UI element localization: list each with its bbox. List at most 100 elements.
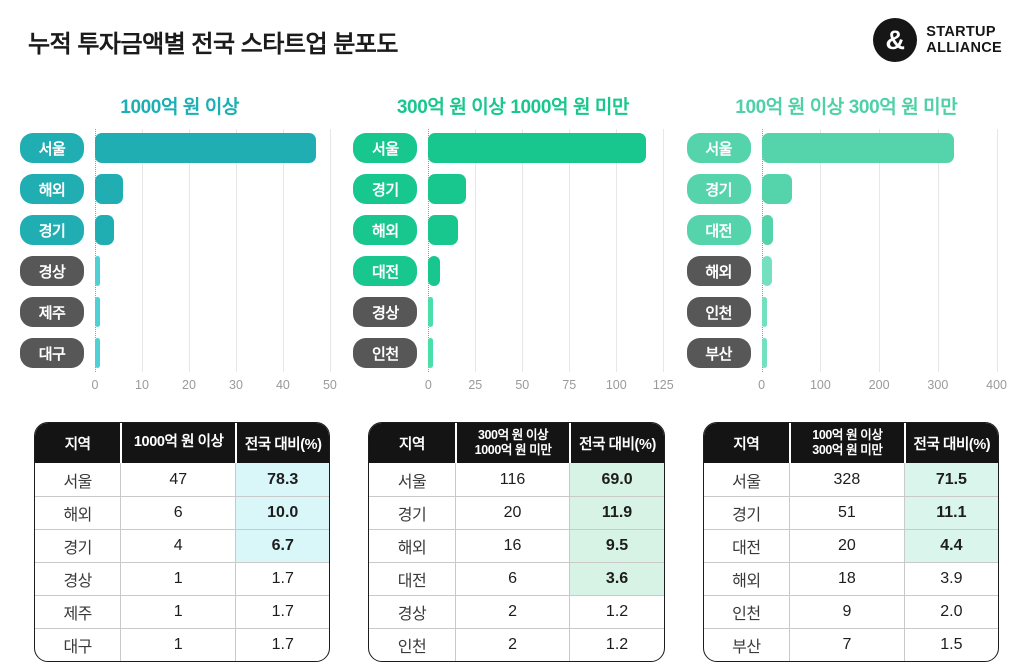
count-cell: 47 — [120, 463, 235, 496]
bar — [95, 133, 316, 163]
region-cell: 해외 — [703, 562, 789, 595]
x-axis-tick: 25 — [468, 378, 483, 392]
bar — [761, 256, 773, 286]
table-row: 경기 4 6.7 — [35, 529, 330, 562]
plot-area — [95, 129, 339, 372]
x-axis-tick: 20 — [182, 378, 196, 392]
bar — [95, 174, 124, 204]
gridline — [282, 129, 284, 372]
col-header-pct: 전국 대비(%) — [903, 423, 998, 463]
bar — [761, 174, 792, 204]
x-axis-tick: 100 — [809, 378, 831, 392]
col-header-region: 지역 — [35, 423, 121, 463]
table-row: 해외 18 3.9 — [703, 562, 998, 595]
col-header-region: 지역 — [703, 423, 789, 463]
category-pill: 인천 — [686, 297, 751, 327]
bar-row — [95, 297, 339, 327]
pct-cell: 1.7 — [235, 595, 330, 628]
table-row: 경기 51 11.1 — [703, 496, 998, 529]
bar-row — [95, 174, 339, 204]
startup-alliance-logo: & STARTUP ALLIANCE — [873, 18, 1002, 62]
pct-cell: 69.0 — [569, 463, 664, 496]
gridline — [475, 129, 477, 372]
category-pill: 경기 — [353, 174, 418, 204]
category-labels: 서울 경기 해외 대전 경상 인천 — [353, 133, 418, 368]
region-cell: 인천 — [703, 595, 789, 628]
pct-cell: 1.5 — [903, 628, 998, 661]
chart-30b-to-100b: 300억 원 이상 1000억 원 미만 서울 경기 해외 대전 경상 인천 0… — [353, 92, 674, 396]
category-pill: 인천 — [353, 338, 418, 368]
region-cell: 해외 — [369, 529, 455, 562]
bar-row — [761, 174, 1006, 204]
region-cell: 경상 — [35, 562, 121, 595]
region-cell: 서울 — [63, 473, 92, 491]
table-header-row: 지역 300억 원 이상 1000억 원 미만 전국 대비(%) — [369, 423, 664, 463]
pct-cell: 11.1 — [903, 496, 998, 529]
chart-over-100b: 1000억 원 이상 서울 해외 경기 경상 제주 대구 0 10 20 30 40 50 — [20, 92, 339, 396]
gridlines — [95, 129, 339, 372]
count-cell: 1 — [120, 595, 236, 628]
gridline — [188, 129, 190, 372]
pct-cell: 78.3 — [235, 463, 330, 496]
category-pill: 대구 — [20, 338, 84, 368]
gridline — [235, 129, 237, 372]
gridline — [761, 129, 763, 372]
count-cell: 116 — [454, 463, 570, 496]
category-pill: 경기 — [20, 215, 84, 245]
pct-cell: 2.0 — [903, 595, 998, 628]
bar — [761, 133, 955, 163]
gridline — [141, 129, 143, 372]
x-axis-tick: 0 — [91, 378, 99, 392]
logo-line2: ALLIANCE — [926, 40, 1002, 56]
count-cell: 16 — [454, 529, 570, 562]
category-pill: 경상 — [353, 297, 418, 327]
table-row: 해외 6 10.0 — [35, 496, 330, 529]
gridlines — [428, 129, 672, 372]
table-row: 서울 116 69.0 — [369, 463, 664, 496]
gridline — [879, 129, 881, 372]
x-axis-tick: 100 — [605, 378, 627, 392]
x-axis-tick: 200 — [868, 378, 890, 392]
gridline — [996, 129, 998, 372]
gridline — [329, 129, 331, 372]
chart-title: 300억 원 이상 1000억 원 미만 — [396, 97, 630, 118]
bar — [428, 338, 434, 368]
gridline — [663, 129, 665, 372]
category-pill: 해외 — [686, 256, 751, 286]
x-axis-tick: 300 — [927, 378, 949, 392]
table-row: 서울 328 71.5 — [704, 463, 998, 496]
region-cell: 경상 — [369, 595, 455, 628]
region-cell: 대전 — [369, 562, 455, 595]
bar-row — [95, 338, 339, 368]
category-pill: 서울 — [353, 133, 418, 163]
pct-cell: 11.9 — [569, 496, 664, 529]
table-row: 부산 7 1.5 — [703, 628, 998, 661]
count-cell: 20 — [454, 496, 570, 529]
category-pill: 제주 — [20, 297, 84, 327]
x-axis-tick: 400 — [986, 378, 1008, 392]
category-pill: 해외 — [353, 215, 418, 245]
bar — [761, 215, 774, 245]
count-cell: 4 — [120, 529, 236, 562]
region-cell: 대전 — [703, 529, 789, 562]
category-pill: 경상 — [20, 256, 84, 286]
bar-row — [428, 297, 672, 327]
table-row: 경상 1 1.7 — [35, 562, 330, 595]
chart-10b-to-30b: 100억 원 이상 300억 원 미만 서울 경기 대전 해외 인천 부산 0 1… — [686, 92, 1008, 396]
pct-cell: 9.5 — [569, 529, 664, 562]
region-cell: 서울 — [732, 473, 761, 491]
region-cell: 경기 — [35, 529, 121, 562]
x-axis-tick: 30 — [229, 378, 243, 392]
bar-row — [428, 133, 672, 163]
tables-section: 지역 1000억 원 이상 전국 대비(%) 서울 47 78.3 해외 6 10.0 … — [0, 396, 1024, 662]
pct-cell: 6.7 — [235, 529, 330, 562]
count-cell: 51 — [789, 496, 904, 529]
count-cell: 1 — [120, 562, 236, 595]
count-cell: 7 — [789, 628, 904, 661]
table-row: 인천 9 2.0 — [703, 595, 998, 628]
region-cell: 인천 — [369, 628, 455, 661]
pct-cell: 1.2 — [569, 595, 664, 628]
table-over-100b: 지역 1000억 원 이상 전국 대비(%) 서울 47 78.3 해외 6 10.0 … — [34, 422, 331, 662]
x-axis-tick: 125 — [652, 378, 674, 392]
category-labels: 서울 해외 경기 경상 제주 대구 — [20, 133, 84, 368]
